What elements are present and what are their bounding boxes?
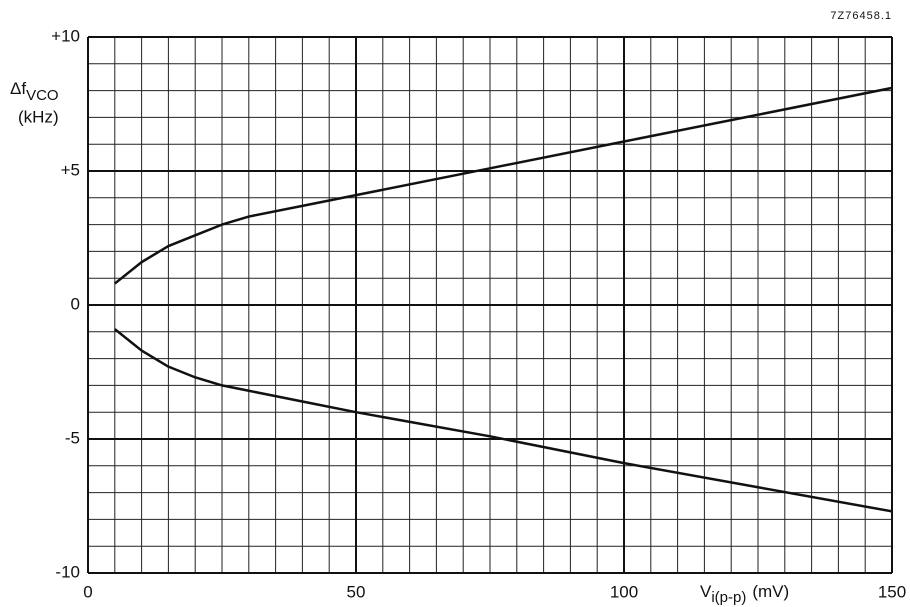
x-tick-label: 150 [878,582,906,601]
y-label-sub: VCO [26,87,59,104]
x-label-main: V [700,582,712,601]
y-axis-unit: (kHz) [18,107,59,126]
y-tick-label: +10 [51,26,80,45]
y-tick-label: -10 [55,562,80,581]
annotation: 7Z76458.1 [830,10,892,22]
x-label-unit: (mV) [752,582,789,601]
y-tick-label: -5 [65,428,80,447]
y-tick-label: +5 [61,160,80,179]
curve [114,86,893,285]
curve [114,328,893,513]
y-axis-label: ΔfVCO [10,79,59,103]
x-tick-label: 100 [610,582,638,601]
x-tick-label: 0 [83,582,92,601]
x-label-sub: i(p-p) [711,589,746,606]
y-tick-label: 0 [71,294,80,313]
y-label-main: Δf [10,79,26,98]
x-tick-label: 50 [347,582,366,601]
x-axis-label: Vi(p-p) (mV) [700,582,789,605]
